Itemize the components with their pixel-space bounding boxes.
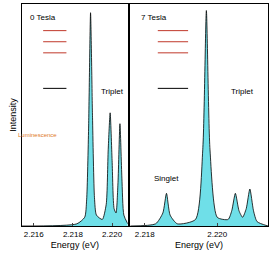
svg-text:Energy (eV): Energy (eV) — [51, 240, 99, 250]
svg-text:2.218: 2.218 — [63, 230, 84, 239]
svg-text:2.216: 2.216 — [24, 230, 45, 239]
svg-text:Triplet: Triplet — [101, 87, 124, 96]
svg-text:2.220: 2.220 — [207, 230, 228, 239]
svg-text:Triplet: Triplet — [231, 87, 254, 96]
svg-text:2.218: 2.218 — [135, 230, 156, 239]
svg-text:Luminescence: Luminescence — [18, 132, 57, 138]
svg-text:Intensity: Intensity — [8, 98, 18, 132]
svg-text:0 Tesla: 0 Tesla — [30, 13, 56, 22]
svg-text:Energy (eV): Energy (eV) — [175, 240, 223, 250]
svg-text:2.220: 2.220 — [102, 230, 123, 239]
svg-text:Singlet: Singlet — [154, 174, 179, 183]
svg-text:7 Tesla: 7 Tesla — [141, 13, 167, 22]
